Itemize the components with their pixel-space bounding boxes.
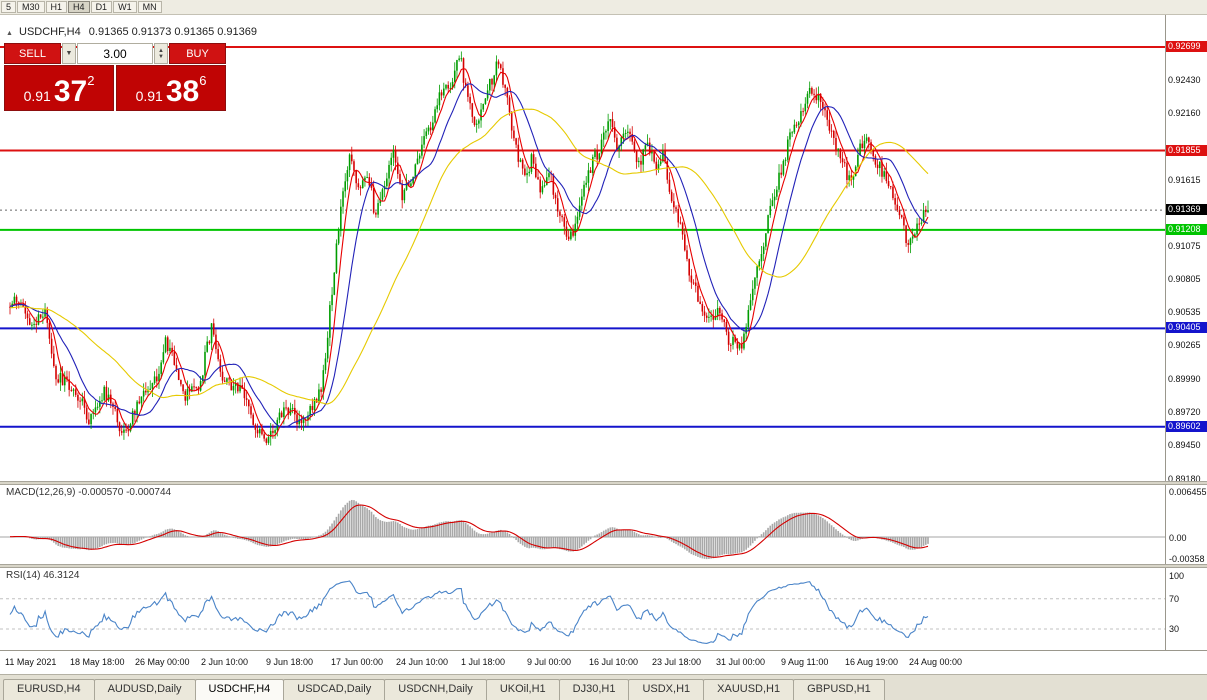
price-axis-tick: 0.90535 <box>1168 307 1201 318</box>
time-axis-label: 9 Jul 00:00 <box>527 657 572 667</box>
current-price-box: 0.91369 <box>1166 204 1207 216</box>
sell-button[interactable]: SELL <box>4 43 61 64</box>
hline-price-box: 0.92699 <box>1166 41 1207 52</box>
panel-splitter-2[interactable] <box>0 564 1207 568</box>
timeframe-button-M30[interactable]: M30 <box>17 1 45 13</box>
sell-price-display[interactable]: 0.91 37 2 <box>4 65 114 111</box>
chart-tabs: EURUSD,H4 AUDUSD,Daily USDCHF,H4 USDCAD,Dai… <box>0 674 1207 700</box>
price-axis-tick: 0.91615 <box>1168 174 1201 185</box>
macd-axis: 0.006455 0.00 -0.00358 <box>1166 485 1207 564</box>
timeframe-button-H1[interactable]: H1 <box>45 1 68 13</box>
macd-axis-label: 0.006455 <box>1169 487 1207 497</box>
one-click-trading-panel: SELL ▼ 3.00 ▲ ▼ BUY 0.91 37 2 0.91 38 <box>4 43 226 111</box>
buy-button[interactable]: BUY <box>169 43 226 64</box>
sell-price-sup: 2 <box>87 73 95 88</box>
price-axis-tick: 0.89720 <box>1168 407 1201 418</box>
rsi-chart[interactable] <box>0 568 1165 650</box>
time-axis-label: 1 Jul 18:00 <box>461 657 506 667</box>
axis-separator <box>1165 15 1166 481</box>
axis-separator <box>1165 568 1166 650</box>
ohlc-values: 0.91365 0.91373 0.91365 0.91369 <box>88 26 258 38</box>
rsi-panel: RSI(14) 46.3124 100 70 30 <box>0 568 1207 650</box>
time-axis-label: 16 Jul 10:00 <box>589 657 639 667</box>
time-axis-label: 24 Aug 00:00 <box>909 657 963 667</box>
volume-spinner[interactable]: ▲ ▼ <box>154 43 168 64</box>
volume-dropdown-icon[interactable]: ▼ <box>62 43 76 64</box>
sell-price-prefix: 0.91 <box>23 88 51 104</box>
rsi-axis-label: 100 <box>1169 571 1185 581</box>
price-axis-tick: 0.90805 <box>1168 274 1201 285</box>
panel-splitter[interactable] <box>0 481 1207 485</box>
chart-title: ▲ USDCHF,H4 0.91365 0.91373 0.91365 0.91… <box>6 26 257 38</box>
buy-price-prefix: 0.91 <box>135 88 163 104</box>
chart-tab-usdchf-h4[interactable]: USDCHF,H4 <box>194 679 285 700</box>
chart-tab-xauusd-h1[interactable]: XAUUSD,H1 <box>703 679 795 700</box>
timeframe-button-W1[interactable]: W1 <box>113 1 137 13</box>
buy-price-big: 38 <box>165 75 200 108</box>
volume-input[interactable]: 3.00 <box>77 43 153 64</box>
time-axis-label: 16 Aug 19:00 <box>845 657 899 667</box>
timeframe-button-MN[interactable]: MN <box>137 1 162 13</box>
hline-price-box: 0.91855 <box>1166 144 1207 156</box>
time-axis-label: 31 Jul 00:00 <box>716 657 766 667</box>
time-axis-label: 18 May 18:00 <box>70 657 125 667</box>
time-axis-label: 24 Jun 10:00 <box>396 657 449 667</box>
macd-axis-label: 0.00 <box>1169 533 1187 543</box>
axis-separator <box>1165 485 1166 564</box>
time-axis-label: 11 May 2021 <box>5 657 57 667</box>
time-axis-label: 2 Jun 10:00 <box>201 657 249 667</box>
time-axis-label: 23 Jul 18:00 <box>652 657 702 667</box>
chart-tab-ukoil-h1[interactable]: UKOil,H1 <box>485 679 560 700</box>
chart-tab-dj30-h1[interactable]: DJ30,H1 <box>558 679 630 700</box>
spin-down-icon[interactable]: ▼ <box>158 53 164 60</box>
hline-price-box: 0.89602 <box>1166 420 1207 432</box>
collapse-icon[interactable]: ▲ <box>6 30 13 37</box>
sell-price-big: 37 <box>53 75 88 108</box>
chart-tab-audusd-daily[interactable]: AUDUSD,Daily <box>93 679 196 700</box>
price-axis-tick: 0.90265 <box>1168 340 1201 351</box>
rsi-axis: 100 70 30 <box>1166 568 1207 650</box>
price-axis-tick: 0.89990 <box>1168 374 1201 385</box>
rsi-axis-label: 70 <box>1169 593 1180 604</box>
price-axis[interactable]: 0.92430 0.92160 0.91615 0.91075 0.90805 0.905… <box>1166 15 1207 481</box>
candlestick-chart[interactable] <box>0 15 1165 481</box>
macd-panel: MACD(12,26,9) -0.000570 -0.000744 0.0064… <box>0 485 1207 564</box>
time-axis-label: 9 Jun 18:00 <box>266 657 314 667</box>
timeframe-button-H4[interactable]: H4 <box>68 1 90 13</box>
symbol-label: USDCHF,H4 <box>19 26 81 38</box>
chart-tab-gbpusd-h1[interactable]: GBPUSD,H1 <box>793 679 885 700</box>
chart-tab-usdcad-daily[interactable]: USDCAD,Daily <box>283 679 386 700</box>
price-axis-tick: 0.89180 <box>1168 473 1201 481</box>
chart-tab-usdx-h1[interactable]: USDX,H1 <box>628 679 705 700</box>
main-chart-region: 0.92430 0.92160 0.91615 0.91075 0.90805 0.905… <box>0 15 1207 481</box>
price-axis-tick: 0.92430 <box>1168 74 1201 85</box>
rsi-label: RSI(14) 46.3124 <box>6 570 80 581</box>
timeframe-button-D1[interactable]: D1 <box>90 1 113 13</box>
spin-up-icon[interactable]: ▲ <box>158 47 164 54</box>
buy-price-display[interactable]: 0.91 38 6 <box>116 65 226 111</box>
time-axis[interactable]: 11 May 2021 18 May 18:00 26 May 00:00 2 Jun… <box>0 650 1207 674</box>
price-axis-tick: 0.92160 <box>1168 108 1201 119</box>
macd-chart[interactable] <box>0 485 1165 564</box>
hline-price-box: 0.90405 <box>1166 322 1207 334</box>
buy-price-sup: 6 <box>199 73 207 88</box>
price-axis-tick: 0.89450 <box>1168 440 1201 451</box>
hline-price-box: 0.91208 <box>1166 223 1207 235</box>
time-axis-label: 17 Jun 00:00 <box>331 657 384 667</box>
chart-tab-usdcnh-daily[interactable]: USDCNH,Daily <box>384 679 487 700</box>
timeframe-button-5[interactable]: 5 <box>1 1 17 13</box>
time-axis-label: 9 Aug 11:00 <box>781 657 829 667</box>
time-axis-label: 26 May 00:00 <box>135 657 190 667</box>
price-axis-tick: 0.91075 <box>1168 241 1201 252</box>
timeframe-toolbar: 5 M30 H1 H4 D1 W1 MN <box>0 0 1207 15</box>
rsi-axis-label: 30 <box>1169 623 1180 634</box>
macd-label: MACD(12,26,9) -0.000570 -0.000744 <box>6 487 172 498</box>
macd-axis-label: -0.00358 <box>1169 554 1205 564</box>
chart-tab-eurusd-h4[interactable]: EURUSD,H4 <box>3 679 95 700</box>
